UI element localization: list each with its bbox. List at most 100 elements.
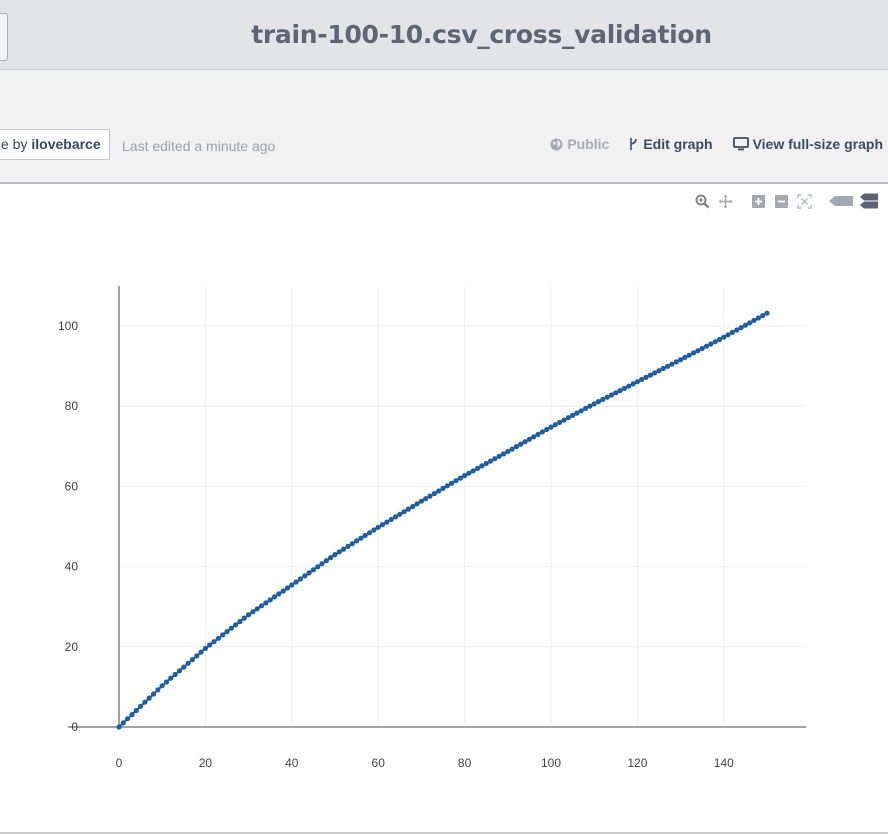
data-point[interactable] — [595, 399, 602, 405]
data-point[interactable] — [440, 485, 446, 491]
data-point[interactable] — [138, 703, 144, 709]
data-point[interactable] — [583, 405, 589, 411]
data-point[interactable] — [531, 434, 537, 440]
data-point[interactable] — [682, 354, 688, 360]
data-point[interactable] — [712, 339, 718, 345]
data-point[interactable] — [319, 561, 325, 567]
data-point[interactable] — [621, 385, 628, 391]
data-point[interactable] — [656, 368, 662, 374]
data-point[interactable] — [703, 343, 710, 349]
data-point[interactable] — [699, 345, 705, 352]
data-point[interactable] — [431, 490, 437, 497]
data-point[interactable] — [280, 588, 286, 594]
data-point[interactable] — [423, 496, 429, 502]
data-point[interactable] — [734, 327, 740, 333]
data-point[interactable] — [738, 325, 744, 331]
data-point[interactable] — [332, 552, 338, 558]
data-point[interactable] — [686, 352, 692, 358]
data-point[interactable] — [310, 567, 316, 573]
data-point[interactable] — [600, 396, 606, 402]
data-point[interactable] — [362, 532, 368, 539]
data-point[interactable] — [764, 310, 770, 316]
data-point[interactable] — [284, 585, 291, 591]
data-point[interactable] — [660, 365, 666, 372]
data-point[interactable] — [371, 527, 377, 533]
data-point[interactable] — [462, 473, 468, 479]
data-point[interactable] — [483, 460, 489, 467]
data-point[interactable] — [392, 514, 399, 520]
data-point[interactable] — [492, 456, 498, 462]
data-point[interactable] — [522, 439, 528, 445]
data-point[interactable] — [418, 498, 424, 504]
data-point[interactable] — [168, 675, 174, 681]
data-point[interactable] — [349, 541, 355, 547]
data-point[interactable] — [548, 424, 554, 430]
data-point[interactable] — [129, 712, 135, 718]
data-point[interactable] — [639, 376, 645, 383]
data-point[interactable] — [189, 657, 195, 663]
data-point[interactable] — [176, 668, 183, 674]
data-point[interactable] — [414, 501, 420, 507]
data-point[interactable] — [397, 511, 403, 517]
data-point[interactable] — [669, 361, 675, 367]
data-point[interactable] — [647, 372, 654, 378]
series-trace[interactable] — [116, 310, 770, 730]
pan-icon[interactable] — [717, 193, 733, 209]
data-point[interactable] — [608, 392, 615, 398]
data-point[interactable] — [211, 639, 217, 645]
data-point[interactable] — [518, 441, 524, 447]
data-point[interactable] — [544, 426, 550, 433]
data-point[interactable] — [388, 516, 394, 523]
data-point[interactable] — [259, 603, 265, 609]
data-point[interactable] — [207, 642, 213, 648]
data-point[interactable] — [172, 671, 178, 678]
zoom-icon[interactable] — [694, 193, 710, 209]
data-point[interactable] — [198, 649, 204, 655]
data-point[interactable] — [496, 453, 502, 459]
data-point[interactable] — [470, 468, 476, 474]
data-point[interactable] — [345, 543, 351, 549]
data-point[interactable] — [457, 475, 463, 481]
data-point[interactable] — [526, 436, 533, 442]
data-point[interactable] — [755, 315, 762, 321]
data-point[interactable] — [375, 524, 381, 530]
plot-area[interactable]: 0 20 40 60 80 100 120 140 0 20 40 60 80 100 — [0, 276, 888, 786]
data-point[interactable] — [626, 383, 632, 389]
data-point[interactable] — [328, 555, 334, 561]
data-point[interactable] — [142, 699, 148, 705]
autoscale-icon[interactable] — [796, 193, 812, 209]
owner-link[interactable]: ilovebarce — [31, 136, 101, 152]
data-point[interactable] — [561, 417, 567, 423]
data-point[interactable] — [570, 412, 576, 418]
data-point[interactable] — [401, 509, 407, 515]
data-point[interactable] — [673, 359, 679, 365]
data-point[interactable] — [146, 695, 152, 701]
data-point[interactable] — [449, 480, 455, 486]
data-point[interactable] — [500, 451, 507, 457]
data-point[interactable] — [254, 606, 260, 612]
data-point[interactable] — [729, 329, 736, 335]
header-left-button[interactable] — [0, 13, 8, 61]
data-point[interactable] — [323, 558, 329, 564]
data-point[interactable] — [742, 322, 749, 328]
data-point[interactable] — [574, 410, 580, 416]
data-point[interactable] — [634, 379, 641, 385]
data-point[interactable] — [721, 334, 727, 340]
data-point[interactable] — [535, 431, 541, 437]
data-point[interactable] — [427, 493, 433, 499]
hover-closest-icon[interactable] — [829, 193, 853, 209]
data-point[interactable] — [509, 446, 515, 452]
data-point[interactable] — [120, 720, 126, 726]
scatter-chart[interactable]: 0 20 40 60 80 100 120 140 0 20 40 60 80 100 — [0, 276, 888, 786]
data-point[interactable] — [716, 336, 723, 343]
data-point[interactable] — [751, 317, 757, 323]
data-point[interactable] — [691, 350, 697, 356]
data-point[interactable] — [747, 320, 753, 326]
data-point[interactable] — [181, 664, 187, 670]
data-point[interactable] — [505, 448, 511, 455]
data-point[interactable] — [405, 506, 411, 512]
data-point[interactable] — [604, 394, 610, 400]
data-point[interactable] — [336, 549, 342, 555]
data-point[interactable] — [354, 538, 360, 544]
data-point[interactable] — [133, 707, 139, 714]
